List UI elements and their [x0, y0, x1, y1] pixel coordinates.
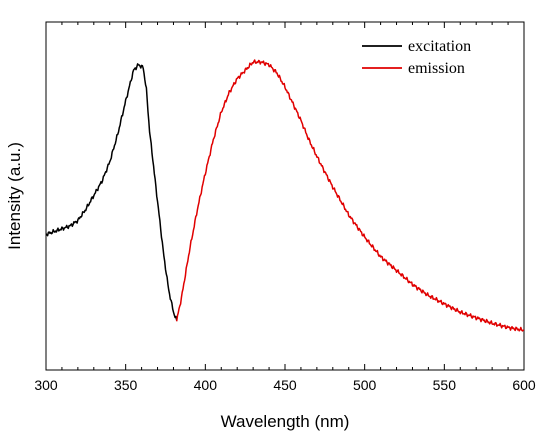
legend-label-excitation: excitation	[408, 38, 471, 55]
x-axis-label: Wavelength (nm)	[221, 412, 350, 431]
x-tick-label: 500	[353, 377, 377, 393]
x-ticks	[45, 22, 525, 370]
x-tick-label: 450	[273, 377, 297, 393]
x-tick-label: 350	[114, 377, 138, 393]
legend: excitation emission	[362, 38, 471, 77]
x-tick-label: 600	[512, 377, 536, 393]
x-tick-label: 300	[34, 377, 58, 393]
series-line-excitation	[45, 63, 178, 321]
x-tick-label: 550	[433, 377, 457, 393]
legend-label-emission: emission	[408, 60, 465, 77]
y-axis-label: Intensity (a.u.)	[5, 142, 24, 250]
series-group	[45, 59, 525, 332]
x-tick-labels: 300 350 400 450 500 550 600	[34, 377, 536, 393]
series-line-emission	[175, 59, 525, 332]
x-tick-label: 400	[194, 377, 218, 393]
